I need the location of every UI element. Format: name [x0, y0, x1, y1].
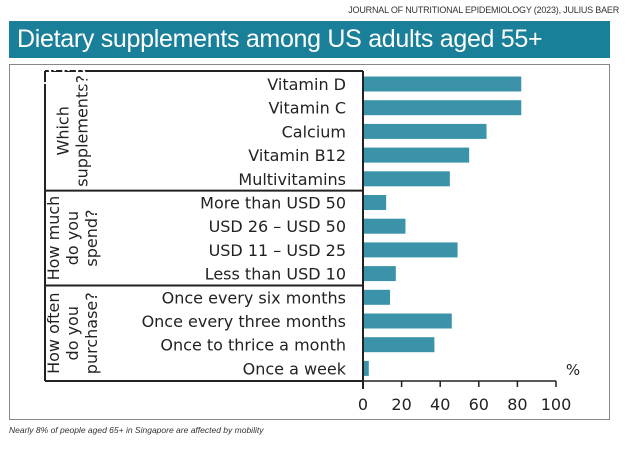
x-tick-label: 20 — [391, 395, 411, 414]
caption: Nearly 8% of people aged 65+ in Singapor… — [9, 425, 264, 435]
group-label-line: spend? — [82, 209, 101, 266]
category-label: More than USD 50 — [200, 194, 346, 213]
group-label-line: do you — [63, 211, 82, 265]
bar — [363, 100, 522, 116]
category-label: USD 26 – USD 50 — [209, 217, 346, 236]
category-label: Once every six months — [162, 288, 346, 307]
bar — [363, 171, 450, 187]
group-label: How oftendo youpurchase? — [44, 292, 101, 374]
bar — [363, 242, 458, 258]
bar — [363, 123, 487, 139]
group-label: Whichsupplements? — [54, 75, 92, 187]
x-tick-label: 100 — [541, 395, 572, 414]
category-label: Less than USD 10 — [205, 265, 346, 284]
bar — [363, 337, 435, 353]
category-label: Multivitamins — [238, 170, 346, 189]
group-label-line: supplements? — [73, 75, 92, 187]
category-label: Vitamin D — [267, 75, 346, 94]
category-label: Vitamin C — [268, 99, 346, 118]
category-label: Vitamin B12 — [248, 146, 346, 165]
group-label-line: How much — [44, 196, 63, 281]
group-label-line: How often — [44, 293, 63, 374]
bar — [363, 76, 522, 92]
bar — [363, 147, 470, 163]
category-label: USD 11 – USD 25 — [209, 241, 346, 260]
category-label: Once a week — [243, 359, 347, 378]
bar — [363, 218, 406, 234]
bar — [363, 313, 452, 329]
category-label: Once every three months — [142, 312, 346, 331]
group-label: How muchdo youspend? — [44, 196, 101, 281]
category-label: Once to thrice a month — [160, 336, 346, 355]
unit-label: % — [566, 361, 580, 379]
x-tick-label: 80 — [507, 395, 527, 414]
chart-frame — [9, 64, 610, 420]
source-credit: JOURNAL OF NUTRITIONAL EPIDEMIOLOGY (202… — [348, 5, 619, 15]
x-tick-label: 40 — [430, 395, 450, 414]
chart-title: Dietary supplements among US adults aged… — [9, 21, 610, 90]
bar — [363, 195, 387, 210]
group-label-line: do you — [63, 306, 82, 360]
category-label: Calcium — [282, 122, 346, 141]
group-label-line: Which — [54, 106, 73, 155]
bar — [363, 266, 396, 282]
x-tick-label: 60 — [469, 395, 489, 414]
bar — [363, 360, 369, 376]
group-label-line: purchase? — [82, 292, 101, 374]
bar — [363, 289, 391, 305]
x-tick-label: 0 — [358, 395, 368, 414]
